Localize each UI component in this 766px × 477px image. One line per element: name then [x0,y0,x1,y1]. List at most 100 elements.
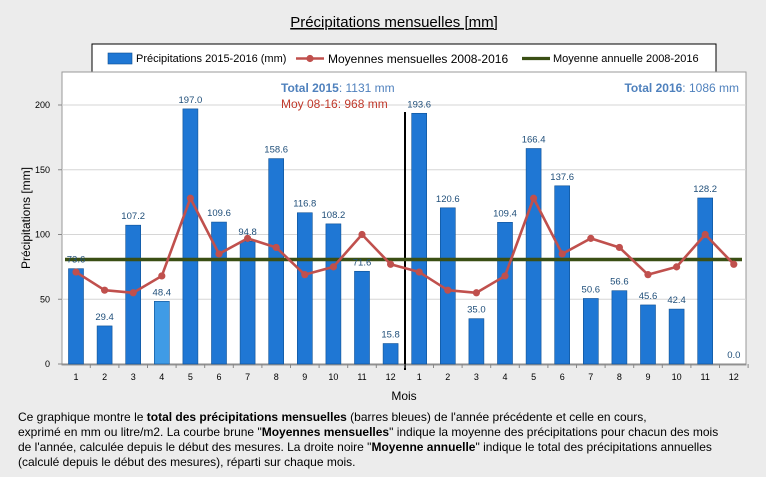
y-tick-label: 150 [35,165,50,175]
monthly-average-point [158,272,166,280]
total-2015-annotation: Total 2015: 1131 mm [281,81,395,95]
caption-text: (calculé depuis le début des mesures), r… [18,455,356,469]
monthly-average-point [329,263,337,271]
x-tick-label: 4 [159,372,164,382]
legend-line-label: Moyennes mensuelles 2008-2016 [328,52,508,66]
x-axis-title: Mois [391,389,416,403]
x-tick-label: 7 [588,372,593,382]
bars [68,108,714,365]
bar [640,304,656,365]
caption-bold: total des précipitations mensuelles [146,410,347,424]
bar-value-label: 109.4 [493,208,517,219]
bar [354,270,370,365]
x-tick-label: 12 [729,372,739,382]
monthly-average-line [72,194,738,297]
legend: Précipitations 2015-2016 (mm) Moyennes m… [91,43,717,74]
monthly-average-point [472,289,480,297]
monthly-average-point [215,250,223,258]
bar-value-label: 71.6 [353,257,372,268]
bar [211,221,227,365]
x-tick-label: 6 [560,372,565,382]
bar [325,223,342,365]
caption-bold: Moyenne annuelle [371,440,476,454]
monthly-average-point [387,260,395,268]
bar-value-label: 120.6 [436,194,460,205]
monthly-average-point [444,286,452,294]
x-tick-label: 11 [701,372,710,382]
x-tick-label: 10 [328,372,338,382]
bar-value-label: 108.2 [322,210,346,221]
bar-value-label: 42.4 [667,295,686,306]
x-tick-label: 9 [645,372,650,382]
monthly-average-point [644,271,652,279]
bar-value-label: 94.8 [238,227,257,238]
bar [382,343,399,365]
bar [468,318,485,365]
bar-value-label: 15.8 [381,330,400,341]
monthly-average-point [501,272,509,280]
x-tick-label: 5 [188,372,193,382]
monthly-average-point [701,230,709,239]
monthly-average-point [587,234,595,242]
bar-value-label: 48.4 [153,287,172,298]
legend-line-marker [306,54,314,63]
chart-caption: Ce graphique montre le total des précipi… [18,410,758,470]
bar-value-label: 116.8 [293,199,316,210]
total-2016-label: Total 2016 [624,81,682,95]
monthly-average-point [673,263,681,271]
x-tick-label: 5 [531,372,536,382]
x-tick-label: 8 [274,372,279,382]
x-tick-label: 6 [216,372,221,382]
x-tick-label: 1 [73,372,78,382]
bar-value-label: 166.4 [522,135,546,146]
x-tick-label: 2 [445,372,450,382]
monthly-average-point [730,260,738,268]
y-tick-label: 200 [35,100,50,110]
legend-hline-label: Moyenne annuelle 2008-2016 [553,53,699,65]
bar-value-label: 50.6 [582,284,601,295]
monthly-average-point [415,268,423,276]
x-tick-label: 4 [502,372,507,382]
bar [411,112,428,365]
bar [68,268,84,365]
bar [296,212,313,365]
bar [582,298,599,365]
monthly-average-point [129,289,137,297]
monthly-average-path [75,196,735,295]
legend-bar-label: Précipitations 2015-2016 (mm) [136,53,286,65]
bar [96,325,113,365]
bar [697,197,714,365]
y-tick-label: 50 [40,294,50,304]
monthly-average-point [244,234,252,242]
monthly-average-point [272,243,280,252]
caption-line-1: Ce graphique montre le total des précipi… [18,410,758,425]
bar-value-label: 0.0 [727,350,740,361]
total-2015-label: Total 2015 [281,81,339,95]
monthly-average-point [358,230,366,239]
y-axis-title: Précipitations [mm] [19,167,33,269]
x-axis: 1 2 3 4 5 6 7 8 9 10 11 12 1 2 3 4 5 6 7 8 9 10 11 12 [73,364,749,382]
bar-value-label: 35.0 [467,305,486,316]
caption-text: exprimé en mm ou litre/m2. La courbe bru… [18,425,262,439]
bar-value-label: 73.6 [67,255,86,266]
caption-line-4: (calculé depuis le début des mesures), r… [18,455,758,470]
bar-value-label: 109.6 [207,208,231,219]
x-tick-label: 11 [357,372,366,382]
y-tick-label: 0 [45,359,50,369]
bar [668,308,685,365]
bar [497,222,513,365]
bar [525,148,542,365]
caption-line-2: exprimé en mm ou litre/m2. La courbe bru… [18,425,758,440]
monthly-average-point [530,194,538,202]
y-tick-label: 100 [35,230,50,240]
bar-value-label: 128.2 [693,184,717,195]
monthly-average-point [615,243,624,252]
x-tick-label: 1 [417,372,422,382]
caption-bold: Moyennes mensuelles [261,425,390,439]
chart-title: Précipitations mensuelles [mm] [290,14,498,31]
monthly-average-point [558,250,566,258]
total-2015-value: : 1131 mm [339,81,395,95]
bar-value-label: 193.6 [407,99,431,110]
x-tick-label: 3 [474,372,479,382]
caption-text: de l'année, calculée depuis le début des… [18,440,372,454]
